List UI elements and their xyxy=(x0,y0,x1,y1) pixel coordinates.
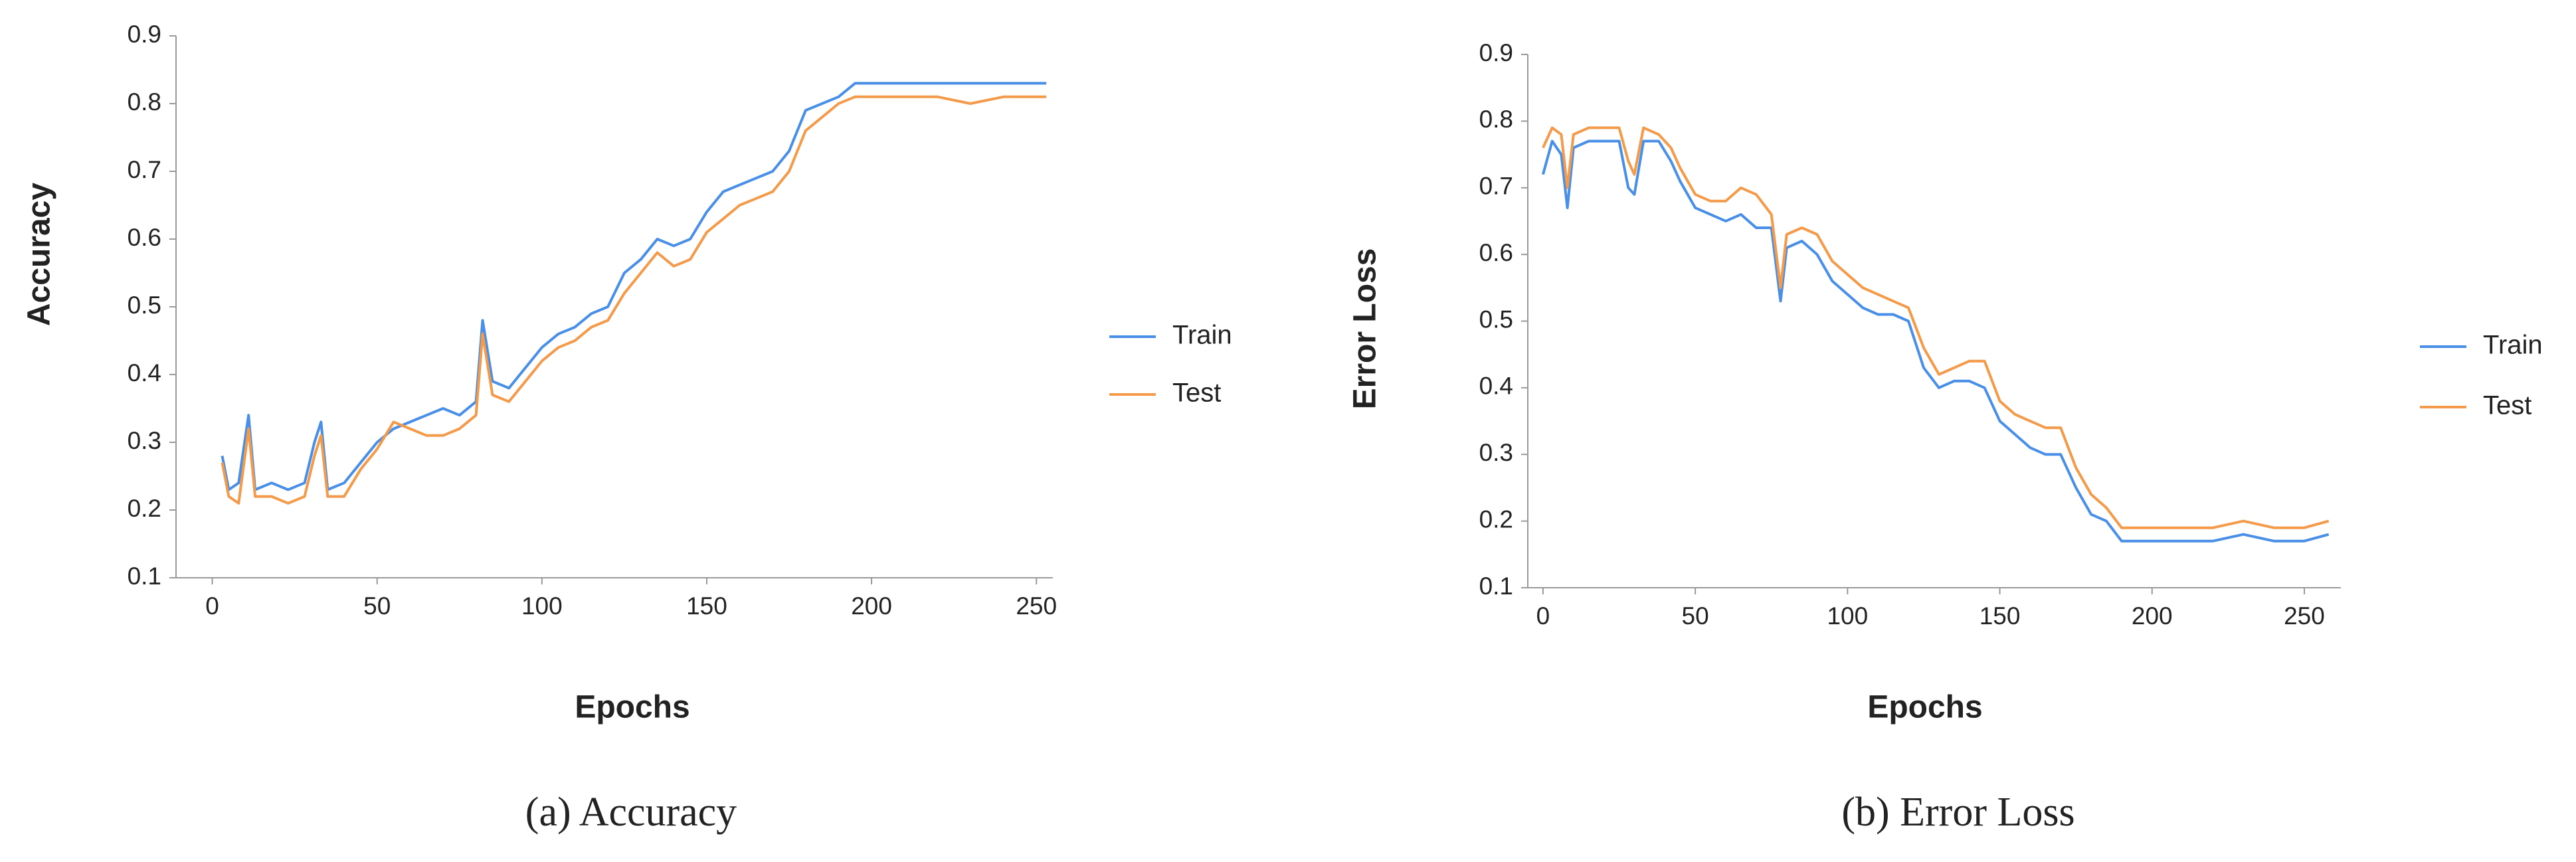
y-tick-label: 0.7 xyxy=(128,156,161,183)
y-tick-label: 0.4 xyxy=(128,359,161,387)
x-tick-label: 250 xyxy=(2284,602,2325,630)
series-line xyxy=(221,82,1047,491)
caption: (b) Error Loss xyxy=(1841,790,2074,835)
x-tick-label: 50 xyxy=(363,592,391,620)
y-tick-label: 0.3 xyxy=(1479,439,1513,466)
series-line xyxy=(1541,139,2330,543)
x-tick-label: 0 xyxy=(1536,602,1550,630)
y-tick-label: 0.1 xyxy=(128,562,161,590)
y-tick-label: 0.6 xyxy=(1479,239,1513,266)
series-line xyxy=(1542,126,2330,529)
x-tick-label: 150 xyxy=(1979,602,2021,630)
y-tick-label: 0.8 xyxy=(128,88,161,116)
x-tick-label: 150 xyxy=(686,592,727,620)
y-tick-label: 0.3 xyxy=(128,427,161,454)
x-tick-label: 100 xyxy=(1827,602,1868,630)
y-tick-label: 0.4 xyxy=(1479,373,1513,400)
x-tick-label: 250 xyxy=(1016,592,1057,620)
y-tick-label: 0.2 xyxy=(128,495,161,522)
y-tick-label: 0.9 xyxy=(1479,39,1513,66)
y-tick-label: 0.5 xyxy=(128,292,161,319)
y-tick-label: 0.1 xyxy=(1479,572,1513,600)
legend-label: Test xyxy=(2483,391,2531,420)
x-tick-label: 100 xyxy=(521,592,563,620)
x-tick-label: 200 xyxy=(851,592,892,620)
x-tick-label: 200 xyxy=(2132,602,2173,630)
x-axis-title: Epochs xyxy=(1867,690,1982,725)
y-tick-label: 0.5 xyxy=(1479,305,1513,333)
caption: (a) Accuracy xyxy=(525,790,737,835)
x-tick-label: 50 xyxy=(1682,602,1709,630)
y-axis-title: Accuracy xyxy=(22,183,57,326)
x-axis-title: Epochs xyxy=(575,690,690,725)
y-tick-label: 0.6 xyxy=(128,224,161,251)
y-tick-label: 0.2 xyxy=(1479,505,1513,533)
legend-label: Test xyxy=(1172,379,1221,408)
y-tick-label: 0.8 xyxy=(1479,106,1513,133)
y-tick-label: 0.7 xyxy=(1479,173,1513,200)
y-axis-title: Error Loss xyxy=(1348,248,1383,410)
legend-label: Train xyxy=(2483,331,2543,360)
legend-label: Train xyxy=(1172,321,1232,350)
x-tick-label: 0 xyxy=(205,592,219,620)
series-line xyxy=(221,95,1047,505)
y-tick-label: 0.9 xyxy=(128,21,161,48)
